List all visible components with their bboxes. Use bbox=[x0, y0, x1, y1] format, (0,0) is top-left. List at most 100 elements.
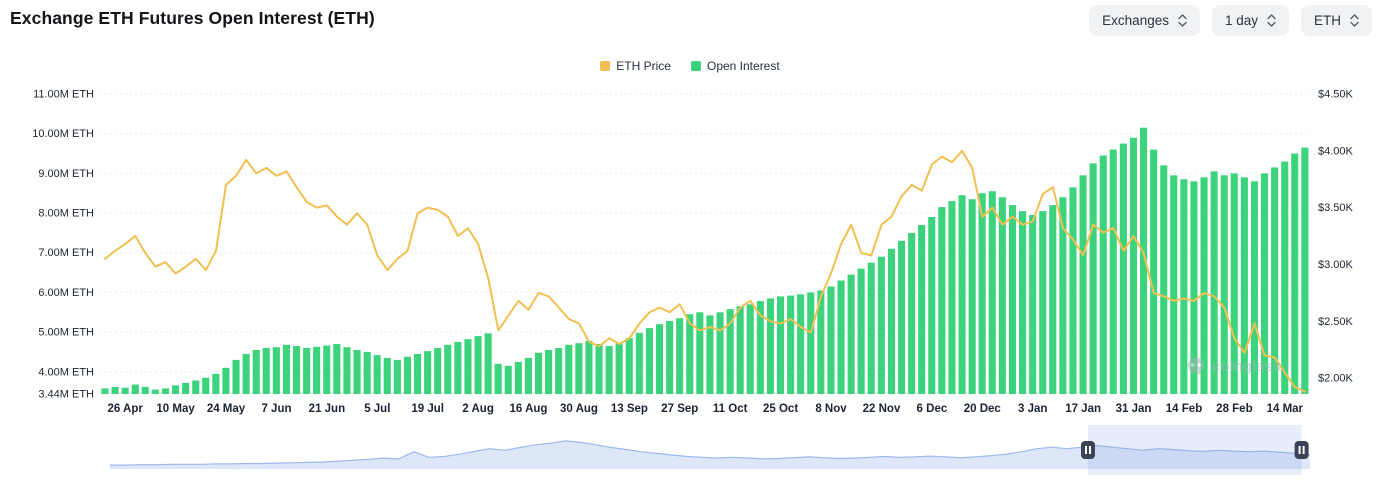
open-interest-bar bbox=[343, 347, 351, 394]
unit-dropdown-label: ETH bbox=[1314, 13, 1341, 28]
exchanges-dropdown-label: Exchanges bbox=[1102, 13, 1169, 28]
y-axis-left-label: 6.00M ETH bbox=[38, 287, 94, 299]
open-interest-bar bbox=[1271, 167, 1279, 394]
open-interest-bar bbox=[464, 339, 472, 394]
open-interest-bar bbox=[867, 262, 875, 394]
open-interest-bar bbox=[373, 355, 381, 394]
open-interest-bar bbox=[1250, 181, 1258, 394]
x-axis-label: 27 Sep bbox=[661, 403, 698, 415]
chart-legend: ETH Price Open Interest bbox=[0, 59, 1380, 73]
y-axis-left-label: 11.00M ETH bbox=[33, 89, 94, 101]
open-interest-bar bbox=[121, 387, 129, 394]
y-axis-left-label: 5.00M ETH bbox=[38, 327, 94, 339]
open-interest-bar bbox=[988, 191, 996, 394]
open-interest-bar bbox=[898, 240, 906, 394]
y-axis-right-label: $2.50K bbox=[1318, 316, 1354, 328]
x-axis-label: 7 Jun bbox=[261, 403, 291, 415]
navigator-selection[interactable] bbox=[1088, 425, 1302, 475]
open-interest-bar bbox=[434, 348, 442, 394]
open-interest-bar bbox=[918, 225, 926, 394]
open-interest-bar bbox=[172, 385, 180, 394]
open-interest-bar bbox=[403, 356, 411, 394]
y-axis-left-label: 4.00M ETH bbox=[38, 366, 94, 378]
open-interest-bar bbox=[212, 373, 220, 394]
x-axis-label: 6 Dec bbox=[917, 403, 948, 415]
open-interest-bar bbox=[474, 336, 482, 394]
open-interest-bar bbox=[595, 344, 603, 394]
open-interest-bar bbox=[242, 353, 250, 394]
navigator[interactable] bbox=[0, 424, 1380, 476]
open-interest-bar bbox=[383, 357, 391, 394]
eth-price-line bbox=[104, 149, 1306, 393]
open-interest-bar bbox=[1079, 175, 1087, 394]
open-interest-bar bbox=[262, 348, 270, 394]
open-interest-bar bbox=[797, 294, 805, 394]
open-interest-bar bbox=[837, 280, 845, 394]
open-interest-bar bbox=[706, 315, 714, 394]
open-interest-bar bbox=[635, 332, 643, 394]
open-interest-bar bbox=[1200, 177, 1208, 394]
navigator-handle-left[interactable] bbox=[1081, 441, 1095, 459]
open-interest-bar bbox=[928, 217, 936, 394]
open-interest-bar bbox=[726, 309, 734, 394]
navigator-area bbox=[110, 440, 1310, 469]
open-interest-bar bbox=[141, 386, 149, 394]
open-interest-bar bbox=[817, 290, 825, 394]
open-interest-swatch-icon bbox=[690, 61, 701, 71]
unit-dropdown[interactable]: ETH bbox=[1301, 5, 1372, 36]
open-interest-bar bbox=[272, 347, 280, 394]
x-axis-label: 22 Nov bbox=[863, 403, 901, 415]
open-interest-bar bbox=[978, 193, 986, 394]
open-interest-bar bbox=[696, 312, 704, 394]
x-axis-label: 11 Oct bbox=[713, 403, 748, 415]
interval-dropdown[interactable]: 1 day bbox=[1211, 5, 1289, 36]
x-axis-label: 19 Jul bbox=[411, 403, 444, 415]
open-interest-bar bbox=[1281, 161, 1289, 394]
open-interest-bar bbox=[454, 342, 462, 394]
open-interest-bar bbox=[1220, 175, 1228, 394]
x-axis-label: 21 Jun bbox=[309, 403, 345, 415]
open-interest-bar bbox=[1089, 163, 1097, 394]
open-interest-bar bbox=[1180, 179, 1188, 394]
open-interest-bar bbox=[827, 286, 835, 394]
open-interest-bar bbox=[857, 268, 865, 394]
open-interest-bar bbox=[303, 348, 311, 394]
y-axis-left-label: 10.00M ETH bbox=[32, 128, 94, 140]
navigator-handle-right[interactable] bbox=[1294, 441, 1309, 459]
open-interest-bar bbox=[282, 344, 290, 394]
open-interest-bar bbox=[1140, 127, 1148, 394]
open-interest-bar bbox=[504, 365, 512, 394]
y-axis-right-label: $4.50K bbox=[1318, 89, 1354, 101]
x-axis-label: 14 Mar bbox=[1267, 403, 1304, 415]
exchanges-dropdown[interactable]: Exchanges bbox=[1089, 5, 1200, 36]
open-interest-bar bbox=[363, 351, 371, 394]
open-interest-bar bbox=[192, 380, 200, 394]
open-interest-bar bbox=[545, 350, 553, 394]
y-axis-left-label: 3.44M ETH bbox=[38, 389, 94, 401]
open-interest-bar bbox=[1019, 211, 1027, 394]
x-axis-label: 25 Oct bbox=[763, 403, 798, 415]
open-interest-bar bbox=[666, 321, 674, 394]
open-interest-bar bbox=[393, 359, 401, 394]
y-axis-left-label: 9.00M ETH bbox=[38, 168, 94, 180]
x-axis-label: 14 Feb bbox=[1166, 403, 1202, 415]
open-interest-bar bbox=[494, 363, 502, 394]
open-interest-bar bbox=[1029, 215, 1037, 394]
open-interest-bar bbox=[998, 197, 1006, 394]
open-interest-bar bbox=[1190, 181, 1198, 394]
legend-item-eth-price[interactable]: ETH Price bbox=[600, 59, 671, 73]
eth-price-swatch-icon bbox=[600, 61, 611, 71]
open-interest-bar bbox=[555, 348, 563, 394]
open-interest-bar bbox=[1039, 211, 1047, 394]
legend-item-open-interest[interactable]: Open Interest bbox=[690, 59, 780, 73]
y-axis-right-label: $4.00K bbox=[1318, 145, 1354, 157]
legend-label: ETH Price bbox=[616, 59, 671, 73]
open-interest-bar bbox=[323, 345, 331, 394]
sort-arrows-icon bbox=[1350, 14, 1359, 27]
open-interest-bar bbox=[958, 195, 966, 394]
x-axis-label: 2 Aug bbox=[462, 403, 494, 415]
open-interest-bar bbox=[1099, 155, 1107, 394]
open-interest-bar bbox=[131, 384, 139, 394]
open-interest-bar bbox=[333, 344, 341, 394]
x-axis-label: 16 Aug bbox=[510, 403, 548, 415]
